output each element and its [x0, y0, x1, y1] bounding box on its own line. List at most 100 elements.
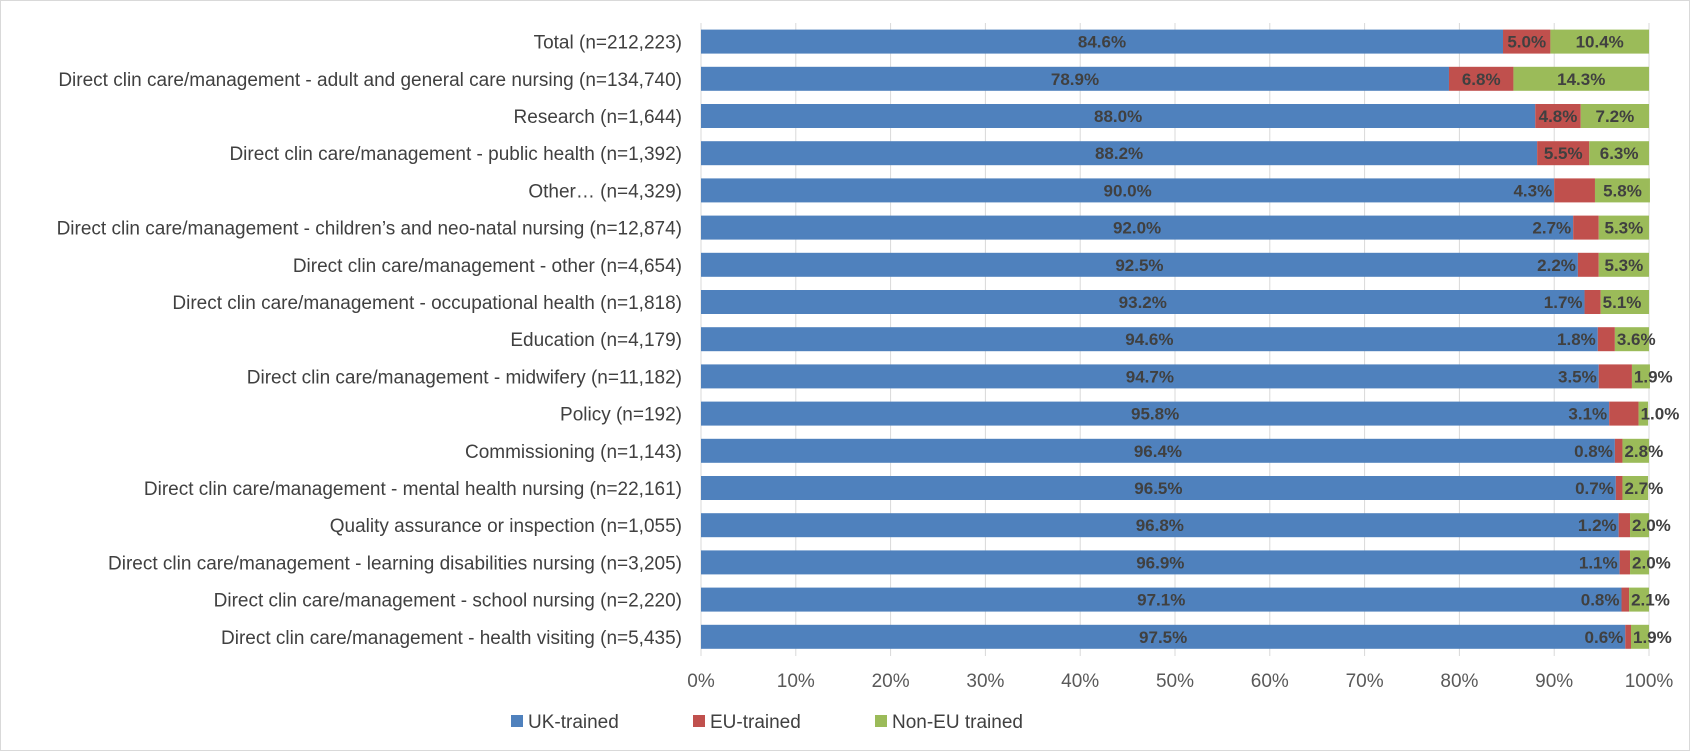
data-label: 96.4% — [1134, 442, 1182, 461]
bar-segment-eu-trained — [1615, 476, 1623, 500]
bar-segment-uk-trained — [701, 252, 1578, 277]
category-label: Direct clin care/management - mental hea… — [144, 479, 682, 500]
x-tick-label: 100% — [1625, 671, 1674, 692]
data-label: 5.8% — [1603, 181, 1642, 200]
bar-segment-eu-trained — [1618, 513, 1631, 538]
bar-segment-non-eu-trained — [1600, 290, 1649, 314]
data-label: 5.5% — [1544, 144, 1583, 163]
bar-segment-uk-trained — [701, 141, 1538, 166]
data-label: 4.8% — [1539, 107, 1578, 126]
bar-segment-eu-trained — [1625, 624, 1631, 649]
bar-segment-uk-trained — [701, 364, 1599, 389]
data-label: 0.6% — [1585, 628, 1624, 647]
data-label: 1.8% — [1557, 330, 1596, 349]
bar-segment-non-eu-trained — [1550, 29, 1649, 54]
data-label: 5.3% — [1605, 256, 1644, 275]
data-label: 0.8% — [1581, 591, 1620, 610]
x-tick-label: 60% — [1251, 671, 1289, 692]
bar-segment-eu-trained — [1621, 587, 1630, 612]
data-label: 1.7% — [1544, 293, 1583, 312]
data-label: 10.4% — [1576, 33, 1624, 52]
bar-segment-non-eu-trained — [1630, 513, 1649, 538]
data-label: 84.6% — [1078, 33, 1126, 52]
x-tick-label: 0% — [687, 671, 715, 692]
category-label: Total (n=212,223) — [534, 33, 682, 54]
x-axis-ticks: 0% 10% 20% 30% 40% 50% 60% 70% 80% 90% 100% — [687, 671, 1673, 692]
category-labels: Total (n=212,223) Direct clin care/manage… — [57, 33, 682, 649]
data-label: 2.8% — [1624, 442, 1663, 461]
data-label: 4.3% — [1513, 181, 1552, 200]
data-label: 90.0% — [1103, 181, 1151, 200]
bar-segment-eu-trained — [1598, 364, 1632, 389]
bar-segment-uk-trained — [701, 624, 1626, 649]
bar-segment-uk-trained — [701, 66, 1449, 91]
data-label: 5.1% — [1603, 293, 1642, 312]
bar-segment-eu-trained — [1619, 550, 1631, 575]
category-label: Direct clin care/management - other (n=4… — [293, 256, 682, 277]
bar-segment-eu-trained — [1609, 401, 1639, 426]
bar-segment-uk-trained — [701, 438, 1615, 463]
category-label: Policy (n=192) — [560, 405, 682, 426]
category-label: Direct clin care/management - school nur… — [214, 591, 682, 612]
bar-segment-non-eu-trained — [1629, 587, 1649, 612]
x-tick-label: 30% — [966, 671, 1004, 692]
bar-segment-uk-trained — [701, 215, 1574, 240]
data-label: 95.8% — [1131, 405, 1179, 424]
bar-segment-non-eu-trained — [1513, 66, 1649, 91]
category-label: Other… (n=4,329) — [528, 181, 682, 202]
data-label: 2.0% — [1632, 553, 1671, 572]
category-label: Direct clin care/management - children’s… — [57, 219, 682, 240]
bar-segment-uk-trained — [701, 401, 1610, 426]
bar-segment-uk-trained — [701, 29, 1504, 54]
data-label: 0.7% — [1575, 479, 1614, 498]
bar-segment-uk-trained — [701, 327, 1598, 352]
bar-segment-non-eu-trained — [1598, 215, 1649, 240]
data-label: 97.5% — [1139, 628, 1187, 647]
bar-segment-eu-trained — [1573, 215, 1599, 240]
legend-swatch — [693, 715, 705, 727]
data-label: 1.1% — [1579, 553, 1618, 572]
bars — [701, 29, 1650, 649]
data-label: 5.3% — [1605, 219, 1644, 238]
bar-segment-eu-trained — [1614, 438, 1623, 463]
bar-segment-non-eu-trained — [1622, 476, 1649, 500]
category-label: Commissioning (n=1,143) — [465, 442, 682, 463]
legend-label: EU-trained — [710, 712, 801, 733]
bar-segment-eu-trained — [1448, 66, 1514, 91]
category-label: Direct clin care/management - health vis… — [221, 628, 682, 649]
x-tick-label: 50% — [1156, 671, 1194, 692]
data-label: 92.5% — [1115, 256, 1163, 275]
bar-segment-eu-trained — [1584, 290, 1601, 314]
data-label: 1.0% — [1641, 405, 1680, 424]
x-tick-label: 20% — [872, 671, 910, 692]
bar-segment-non-eu-trained — [1589, 141, 1649, 166]
x-tick-label: 80% — [1440, 671, 1478, 692]
bar-segment-uk-trained — [701, 513, 1619, 538]
bar-segment-eu-trained — [1554, 178, 1595, 203]
data-label: 14.3% — [1557, 70, 1605, 89]
data-label: 0.8% — [1574, 442, 1613, 461]
bar-segment-uk-trained — [701, 290, 1585, 314]
category-label: Research (n=1,644) — [514, 107, 682, 128]
bar-segment-eu-trained — [1503, 29, 1551, 54]
bar-segment-uk-trained — [701, 178, 1555, 203]
legend-label: Non-EU trained — [892, 712, 1023, 733]
data-label: 5.0% — [1507, 33, 1546, 52]
bar-segment-eu-trained — [1577, 252, 1599, 277]
legend-label: UK-trained — [528, 712, 619, 733]
data-label: 6.8% — [1462, 70, 1501, 89]
bar-segment-eu-trained — [1597, 327, 1615, 352]
category-label: Quality assurance or inspection (n=1,055… — [330, 516, 682, 537]
legend-swatch — [875, 715, 887, 727]
data-label: 2.1% — [1631, 591, 1670, 610]
data-label: 96.8% — [1136, 516, 1184, 535]
x-tick-label: 10% — [777, 671, 815, 692]
bar-segment-uk-trained — [701, 550, 1620, 575]
bar-segment-eu-trained — [1535, 104, 1581, 128]
bar-segment-eu-trained — [1537, 141, 1590, 166]
data-label: 7.2% — [1595, 107, 1634, 126]
data-label: 92.0% — [1113, 219, 1161, 238]
data-label: 1.9% — [1634, 367, 1673, 386]
